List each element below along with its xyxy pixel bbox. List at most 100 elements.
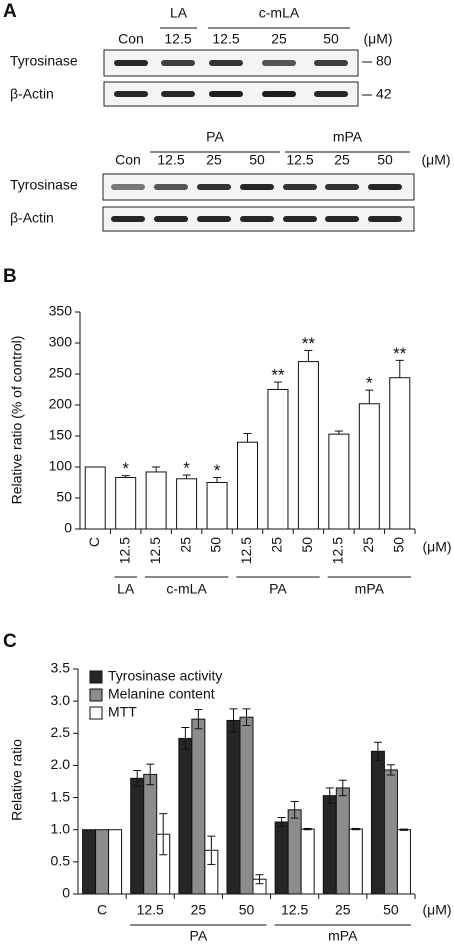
y-tick-label: 50 — [56, 489, 72, 505]
bar — [176, 478, 198, 530]
x-tick-label: 50 — [208, 537, 224, 553]
band — [314, 60, 348, 66]
y-tick-label: 0 — [64, 520, 72, 536]
bar — [300, 828, 315, 895]
significance: * — [366, 374, 373, 393]
bar — [328, 433, 350, 530]
band — [325, 184, 359, 190]
lane-label: 25 — [334, 152, 350, 168]
x-tick-label: C — [97, 902, 107, 918]
group-label: PA — [206, 129, 224, 145]
significance: * — [214, 461, 221, 480]
band — [314, 91, 348, 97]
bar — [348, 828, 363, 895]
y-tick-label: 2.0 — [51, 756, 71, 772]
band — [368, 216, 402, 222]
band — [154, 184, 188, 190]
bar — [370, 750, 385, 895]
unit-label: (μM) — [421, 152, 450, 168]
unit-label: (μM) — [363, 31, 392, 47]
lane-label: 50 — [377, 152, 393, 168]
bar — [191, 718, 206, 895]
band — [111, 216, 145, 222]
y-tick-label: 350 — [49, 303, 73, 319]
bar — [297, 361, 319, 530]
mw-label: 42 — [376, 86, 392, 102]
x-tick-label: 12.5 — [137, 902, 164, 918]
band — [111, 184, 145, 190]
y-tick-label: 1.5 — [51, 788, 71, 804]
group-label: c-mLA — [259, 5, 300, 21]
x-tick-label: 12.5 — [147, 537, 163, 564]
bar — [274, 821, 289, 895]
band — [262, 91, 296, 97]
lane-label: Con — [115, 152, 141, 168]
significance: * — [183, 459, 190, 478]
bar — [115, 477, 137, 530]
significance: ** — [302, 334, 316, 353]
x-tick-label: C — [86, 537, 102, 547]
x-tick-label: 25 — [335, 902, 351, 918]
legend-swatch — [89, 706, 103, 720]
x-tick-label: 12.5 — [281, 902, 308, 918]
band — [114, 60, 148, 66]
bar — [287, 809, 302, 895]
lane-label: Con — [118, 31, 144, 47]
bar — [322, 795, 337, 895]
y-tick-label: 0 — [62, 885, 70, 901]
x-tick-label: 12.5 — [330, 537, 346, 564]
band — [209, 91, 243, 97]
lane-label: 25 — [206, 152, 222, 168]
lane-label: 12.5 — [164, 31, 191, 47]
band — [161, 91, 195, 97]
bar — [335, 787, 350, 895]
y-tick-label: 150 — [49, 427, 73, 443]
row-label: β-Actin — [10, 210, 54, 226]
y-axis-label: Relative ratio (% of control) — [9, 336, 25, 505]
bar — [358, 403, 380, 530]
x-tick-label: 25 — [191, 902, 207, 918]
x-unit: (μM) — [422, 539, 451, 555]
lane-label: 12.5 — [157, 152, 184, 168]
bar — [143, 773, 158, 895]
significance: ** — [393, 344, 407, 363]
significance: * — [122, 459, 129, 478]
bar — [130, 777, 145, 895]
bar — [82, 829, 97, 895]
y-tick-label: 2.5 — [51, 724, 71, 740]
band — [197, 216, 231, 222]
panel-label: A — [3, 1, 17, 22]
mw-label: 80 — [376, 53, 392, 69]
lane-label: 50 — [249, 152, 265, 168]
group-label: PA — [190, 928, 208, 944]
bar — [226, 719, 241, 895]
bar — [267, 389, 289, 530]
bar — [239, 716, 254, 895]
group-label: LA — [170, 5, 188, 21]
row-label: Tyrosinase — [10, 53, 78, 69]
band — [325, 216, 359, 222]
x-unit: (μM) — [422, 902, 451, 918]
bar — [396, 829, 411, 895]
band — [161, 60, 195, 66]
x-tick-label: 12.5 — [238, 537, 254, 564]
band — [197, 184, 231, 190]
y-tick-label: 3.0 — [51, 692, 71, 708]
group-label: LA — [117, 581, 135, 597]
x-tick-label: 50 — [390, 537, 406, 553]
band — [209, 60, 243, 66]
band — [240, 184, 274, 190]
significance: ** — [271, 366, 285, 385]
legend-label: Tyrosinase activity — [108, 668, 222, 684]
group-label: PA — [269, 581, 287, 597]
y-tick-label: 300 — [49, 334, 73, 350]
x-tick-label: 50 — [299, 537, 315, 553]
group-label: mPA — [333, 129, 363, 145]
group-label: c-mLA — [166, 581, 207, 597]
band — [283, 184, 317, 190]
lane-label: 12.5 — [286, 152, 313, 168]
y-tick-label: 1.0 — [51, 820, 71, 836]
legend-swatch — [89, 688, 103, 702]
x-tick-label: 25 — [360, 537, 376, 553]
